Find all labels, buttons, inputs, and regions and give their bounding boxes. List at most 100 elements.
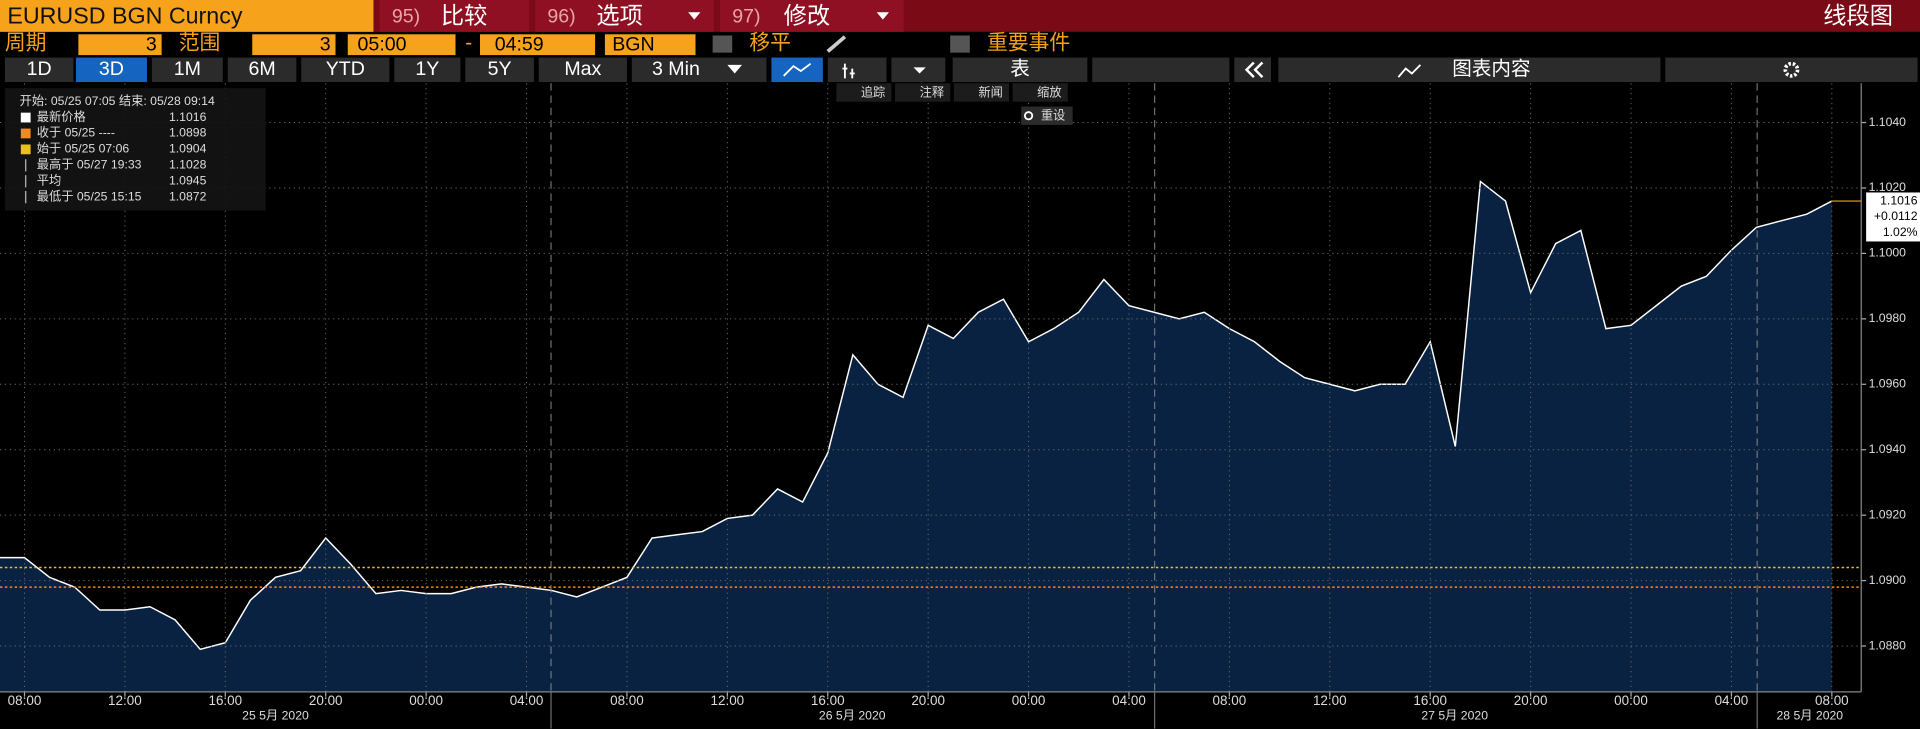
range-button[interactable] bbox=[538, 57, 627, 83]
y-tick-label: 1.1000 bbox=[1869, 246, 1907, 260]
legend-label: 最高于 05/27 19:33 bbox=[37, 157, 142, 172]
tool-button[interactable] bbox=[895, 83, 951, 102]
x-tick-label: 08:00 bbox=[610, 693, 644, 708]
security-box[interactable] bbox=[0, 0, 374, 32]
range-button[interactable] bbox=[4, 57, 74, 83]
tool-button[interactable] bbox=[836, 83, 892, 102]
legend-value: 1.1016 bbox=[169, 110, 207, 124]
settings-button[interactable] bbox=[1665, 57, 1918, 83]
day-label: 27 5月 2020 bbox=[1421, 709, 1488, 723]
pencil-icon[interactable] bbox=[826, 35, 847, 53]
range-button[interactable] bbox=[151, 57, 223, 83]
reset-button[interactable] bbox=[1021, 106, 1073, 125]
gear-icon bbox=[1783, 61, 1800, 78]
blank-button bbox=[1092, 57, 1230, 83]
price-tag-change: +0.0112 bbox=[1874, 209, 1918, 223]
legend-label: 平均 bbox=[37, 173, 61, 187]
day-label: 26 5月 2020 bbox=[819, 709, 886, 723]
range-label: YTD bbox=[326, 58, 365, 80]
input[interactable] bbox=[480, 34, 596, 56]
tool-label: 追踪 bbox=[861, 84, 885, 99]
x-tick-label: 20:00 bbox=[309, 693, 343, 708]
input-value: 3 bbox=[146, 33, 157, 55]
x-tick-label: 16:00 bbox=[811, 693, 845, 708]
range-label: Max bbox=[564, 58, 601, 80]
legend-label: 最低于 05/25 15:15 bbox=[37, 189, 142, 203]
content: 图表内容 bbox=[1452, 58, 1530, 80]
price-line bbox=[0, 180, 1833, 651]
range-button[interactable] bbox=[227, 57, 297, 83]
icon bbox=[1253, 61, 1264, 79]
legend-value: 1.0904 bbox=[169, 142, 207, 156]
range-buttons: 1D 3D 1M 6M YTD 1Y 5Y Max bbox=[4, 57, 627, 83]
price-tag bbox=[1866, 192, 1920, 242]
menu-key: 97) bbox=[732, 5, 760, 27]
x-tick-label: 04:00 bbox=[1715, 693, 1749, 708]
security: EURUSD BGN Curncy bbox=[7, 2, 242, 28]
view-title: 线段图 bbox=[1823, 2, 1893, 28]
input[interactable] bbox=[347, 34, 456, 56]
x-tick-label: 16:00 bbox=[1413, 693, 1447, 708]
day-label: 25 5月 2020 bbox=[242, 709, 309, 723]
input[interactable] bbox=[78, 34, 162, 56]
menu-button[interactable] bbox=[379, 0, 529, 32]
range-label: 5Y bbox=[488, 58, 512, 80]
range-button[interactable] bbox=[301, 57, 390, 83]
x-tick-label: 08:00 bbox=[8, 693, 42, 708]
menu-label: 选项 bbox=[596, 2, 643, 28]
input-value: 05:00 bbox=[358, 33, 407, 55]
dropdown-arrow bbox=[727, 64, 743, 74]
input[interactable] bbox=[252, 34, 336, 56]
checkbox[interactable] bbox=[712, 35, 733, 53]
interval-button[interactable] bbox=[631, 57, 767, 83]
tool-button[interactable] bbox=[1012, 83, 1068, 102]
input[interactable] bbox=[604, 34, 696, 56]
price-tag-percent: 1.02% bbox=[1883, 225, 1918, 239]
input-value: 3 bbox=[320, 33, 331, 55]
settings-row: 周期 3 范围 3 05:00 - 04:59 BGN 移平 重要事件 bbox=[5, 32, 1070, 56]
interval: 3 Min bbox=[652, 58, 700, 80]
menu-key: 95) bbox=[392, 5, 420, 27]
legend-label: 始于 05/25 07:06 bbox=[37, 142, 130, 156]
range-button[interactable] bbox=[465, 57, 534, 83]
menu-button[interactable] bbox=[720, 0, 904, 32]
table-button[interactable] bbox=[952, 57, 1088, 83]
checkbox[interactable] bbox=[950, 35, 970, 53]
icon bbox=[1397, 64, 1422, 78]
legend: 最新价格 1.1016 收于 05/25 ---- 1.0898 始于 05/25 07… bbox=[20, 109, 207, 203]
tool-label: 缩放 bbox=[1037, 84, 1061, 99]
x-tick-label: 00:00 bbox=[409, 693, 443, 708]
tool-label: 新闻 bbox=[978, 84, 1002, 99]
menu-button[interactable] bbox=[535, 0, 714, 32]
bar-chart-button[interactable] bbox=[827, 57, 887, 83]
dropdown-arrow bbox=[913, 67, 926, 74]
y-tick-label: 1.1040 bbox=[1869, 115, 1907, 129]
legend-swatch bbox=[20, 112, 31, 123]
price-tag-value: 1.1016 bbox=[1880, 193, 1918, 207]
dropdown-arrow bbox=[876, 12, 889, 20]
y-tick-label: 1.0920 bbox=[1869, 507, 1907, 521]
price-area bbox=[0, 181, 1832, 692]
y-tick-label: 1.0940 bbox=[1869, 442, 1907, 456]
y-tick-label: 1.0900 bbox=[1869, 573, 1907, 587]
x-tick-label: 08:00 bbox=[1815, 693, 1849, 708]
x-tick-label: 12:00 bbox=[108, 693, 142, 708]
line-chart-button[interactable] bbox=[771, 57, 823, 83]
range-label: 1M bbox=[174, 58, 201, 80]
content-button[interactable] bbox=[1278, 57, 1661, 83]
range-button[interactable] bbox=[75, 57, 147, 83]
x-tick-label: 00:00 bbox=[1614, 693, 1648, 708]
x-tick-label: 20:00 bbox=[911, 693, 945, 708]
input-value: BGN bbox=[612, 33, 654, 55]
day-label: 28 5月 2020 bbox=[1776, 709, 1843, 723]
legend-box bbox=[4, 88, 266, 211]
tool-button[interactable] bbox=[953, 83, 1009, 102]
legend-value: 1.1028 bbox=[169, 158, 207, 172]
collapse-button[interactable] bbox=[1234, 57, 1272, 83]
range-button[interactable] bbox=[394, 57, 461, 83]
x-tick-label: 04:00 bbox=[1112, 693, 1146, 708]
separator: - bbox=[465, 32, 472, 55]
range-label: 1Y bbox=[415, 58, 439, 80]
x-tick-label: 16:00 bbox=[208, 693, 242, 708]
